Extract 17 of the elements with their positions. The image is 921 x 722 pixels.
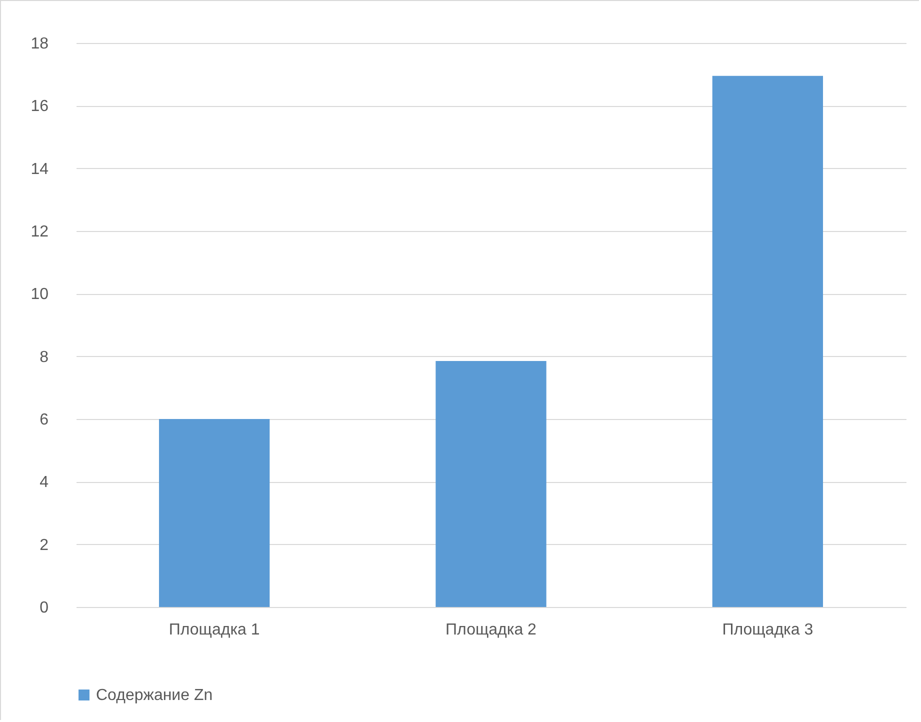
y-tick-label: 16 <box>30 98 49 116</box>
y-tick-label: 2 <box>40 536 49 554</box>
bar <box>159 419 270 607</box>
y-tick-label: 12 <box>30 224 49 240</box>
y-tick-label: 10 <box>30 286 49 304</box>
bar <box>436 361 546 607</box>
legend-label: Содержание Zn <box>96 687 213 704</box>
y-tick-label: 14 <box>30 160 49 178</box>
y-tick-label: 8 <box>40 348 49 366</box>
x-tick-label: Площадка 3 <box>722 622 814 638</box>
y-tick-label: 0 <box>40 600 49 616</box>
y-tick-label: 18 <box>30 36 49 52</box>
x-tick-label: Площадка 2 <box>446 622 537 638</box>
bar <box>712 76 823 607</box>
x-tick-label: Площадка 1 <box>168 622 260 638</box>
y-tick-label: 4 <box>40 474 49 492</box>
y-tick-label: 6 <box>40 412 49 428</box>
